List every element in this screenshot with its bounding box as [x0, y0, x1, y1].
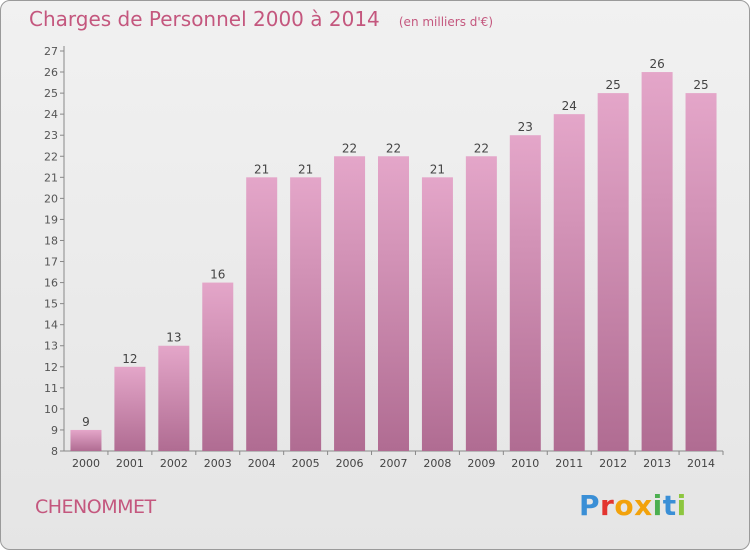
x-tick-label: 2009 — [467, 457, 495, 470]
y-tick-label: 20 — [44, 192, 58, 205]
value-label: 9 — [82, 415, 90, 429]
x-axis: 2000 2001 2002 2003 2004 2005 2006 2007 2008 2009… — [64, 450, 724, 470]
bar — [465, 156, 497, 451]
logo-letter: r — [600, 489, 615, 522]
bar — [421, 177, 453, 451]
bar — [290, 177, 322, 451]
value-label: 22 — [474, 141, 489, 155]
y-tick-label: 25 — [44, 87, 58, 100]
value-label: 12 — [122, 352, 137, 366]
bar — [158, 345, 190, 451]
bar — [685, 93, 717, 452]
x-tick-label: 2003 — [204, 457, 232, 470]
place-name: CHENOMMET — [35, 496, 156, 518]
logo-letter: x — [634, 489, 653, 522]
y-tick-label: 26 — [44, 66, 58, 79]
value-label: 26 — [649, 57, 664, 71]
y-tick-label: 15 — [44, 298, 58, 311]
value-label: 22 — [342, 141, 357, 155]
y-tick-label: 22 — [44, 150, 58, 163]
value-label: 22 — [386, 141, 401, 155]
x-tick-label: 2002 — [160, 457, 188, 470]
bar — [641, 72, 673, 451]
value-label: 24 — [562, 99, 577, 113]
x-tick-label: 2007 — [380, 457, 408, 470]
bar — [509, 135, 541, 452]
y-tick-label: 27 — [44, 45, 58, 58]
y-tick-label: 14 — [44, 319, 58, 332]
x-tick-label: 2011 — [555, 457, 583, 470]
y-tick-label: 21 — [44, 171, 58, 184]
x-tick-label: 2010 — [511, 457, 539, 470]
x-tick-label: 2013 — [643, 457, 671, 470]
value-label: 21 — [430, 162, 445, 176]
x-tick-label: 2000 — [72, 457, 100, 470]
x-tick-label: 2014 — [687, 457, 715, 470]
value-label: 25 — [606, 78, 621, 92]
logo-letter: o — [614, 489, 635, 522]
bar — [597, 93, 629, 452]
bar — [114, 366, 146, 451]
unit-note: (en milliers d'€) — [398, 15, 493, 29]
x-tick-label: 2001 — [116, 457, 144, 470]
y-tick-label: 23 — [44, 129, 58, 142]
value-label: 21 — [254, 162, 269, 176]
y-tick-label: 19 — [44, 213, 58, 226]
y-tick-label: 17 — [44, 256, 58, 269]
y-axis: 8 9 10 11 12 13 14 15 16 17 18 19 20 21 22 23 24 25 26 27 — [44, 45, 65, 458]
y-tick-label: 16 — [44, 277, 58, 290]
bars — [70, 72, 717, 452]
value-labels: 9 12 13 16 21 21 22 22 21 22 23 24 25 26 25 — [82, 57, 709, 429]
y-tick-label: 18 — [44, 234, 58, 247]
y-tick-label: 9 — [51, 424, 58, 437]
y-tick-label: 10 — [44, 403, 58, 416]
bar — [202, 282, 234, 451]
x-tick-label: 2004 — [248, 457, 276, 470]
logo-letter: i — [652, 489, 663, 522]
value-label: 25 — [693, 78, 708, 92]
logo-letter: t — [662, 489, 677, 522]
proxiti-logo[interactable]: Proxiti — [579, 489, 687, 522]
y-tick-label: 13 — [44, 340, 58, 353]
y-tick-label: 12 — [44, 361, 58, 374]
value-label: 23 — [518, 120, 533, 134]
chart-title: Charges de Personnel 2000 à 2014 — [29, 7, 380, 31]
logo-letter: i — [676, 489, 687, 522]
y-tick-label: 11 — [44, 382, 58, 395]
value-label: 21 — [298, 162, 313, 176]
bar — [378, 156, 409, 451]
bar — [246, 177, 278, 451]
bar — [553, 114, 585, 451]
y-tick-label: 24 — [44, 108, 58, 121]
y-tick-label: 8 — [51, 445, 58, 458]
bar — [334, 156, 366, 451]
bar — [70, 429, 102, 451]
value-label: 16 — [210, 268, 225, 282]
x-tick-label: 2012 — [599, 457, 627, 470]
value-label: 13 — [166, 331, 181, 345]
title-row: Charges de Personnel 2000 à 2014 (en mil… — [29, 7, 493, 31]
x-tick-label: 2006 — [336, 457, 364, 470]
x-tick-label: 2005 — [292, 457, 320, 470]
x-tick-label: 2008 — [423, 457, 451, 470]
logo-letter: P — [579, 489, 601, 522]
